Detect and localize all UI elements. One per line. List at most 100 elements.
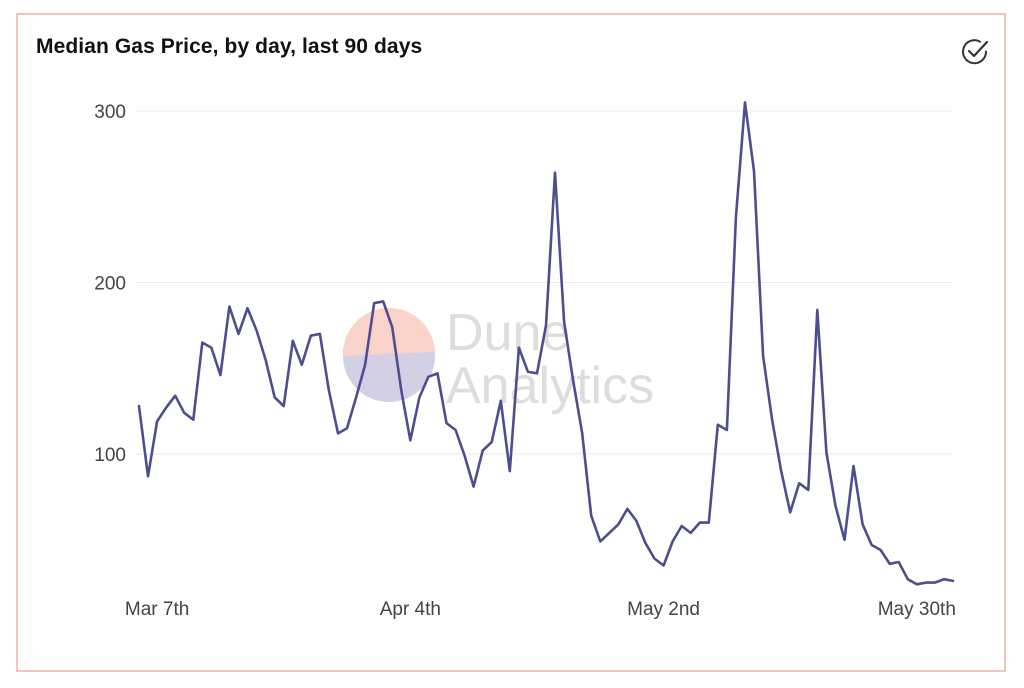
data-point[interactable] bbox=[706, 520, 712, 526]
watermark-line2: Analytics bbox=[446, 357, 654, 415]
data-point[interactable] bbox=[226, 304, 232, 310]
data-point[interactable] bbox=[860, 521, 866, 527]
watermark: Dune Analytics bbox=[342, 304, 654, 415]
data-point[interactable] bbox=[670, 538, 676, 544]
data-point[interactable] bbox=[290, 338, 296, 344]
data-point[interactable] bbox=[787, 509, 793, 515]
data-point[interactable] bbox=[380, 298, 386, 304]
data-point[interactable] bbox=[480, 448, 486, 454]
data-point[interactable] bbox=[235, 331, 241, 337]
y-tick-label: 100 bbox=[94, 445, 126, 466]
data-point[interactable] bbox=[245, 305, 251, 311]
data-point[interactable] bbox=[489, 439, 495, 445]
data-point[interactable] bbox=[534, 370, 540, 376]
data-point[interactable] bbox=[950, 578, 956, 584]
data-point[interactable] bbox=[516, 345, 522, 351]
data-point[interactable] bbox=[281, 403, 287, 409]
data-point[interactable] bbox=[335, 430, 341, 436]
data-point[interactable] bbox=[887, 561, 893, 567]
data-point[interactable] bbox=[914, 581, 920, 587]
data-point[interactable] bbox=[869, 542, 875, 548]
data-point[interactable] bbox=[462, 453, 468, 459]
data-point[interactable] bbox=[190, 417, 196, 423]
data-point[interactable] bbox=[941, 576, 947, 582]
data-point[interactable] bbox=[181, 410, 187, 416]
data-point[interactable] bbox=[615, 521, 621, 527]
data-point[interactable] bbox=[471, 484, 477, 490]
data-point[interactable] bbox=[172, 393, 178, 399]
data-point[interactable] bbox=[407, 437, 413, 443]
data-point[interactable] bbox=[344, 425, 350, 431]
check-circle-icon[interactable] bbox=[960, 37, 990, 67]
data-point[interactable] bbox=[896, 559, 902, 565]
data-point[interactable] bbox=[362, 362, 368, 368]
data-point[interactable] bbox=[742, 99, 748, 105]
chart-card: Median Gas Price, by day, last 90 days bbox=[16, 13, 1006, 672]
data-point[interactable] bbox=[697, 520, 703, 526]
data-point[interactable] bbox=[679, 523, 685, 529]
data-point[interactable] bbox=[905, 576, 911, 582]
data-point[interactable] bbox=[778, 468, 784, 474]
data-point[interactable] bbox=[552, 170, 558, 176]
watermark-line1: Dune bbox=[446, 304, 570, 362]
data-point[interactable] bbox=[317, 331, 323, 337]
data-point[interactable] bbox=[389, 324, 395, 330]
data-point[interactable] bbox=[543, 322, 549, 328]
data-point[interactable] bbox=[498, 398, 504, 404]
data-point[interactable] bbox=[688, 530, 694, 536]
data-point[interactable] bbox=[525, 369, 531, 375]
data-point[interactable] bbox=[832, 502, 838, 508]
data-point[interactable] bbox=[371, 300, 377, 306]
data-point[interactable] bbox=[588, 513, 594, 519]
data-point[interactable] bbox=[453, 427, 459, 433]
data-point[interactable] bbox=[561, 319, 567, 325]
data-point[interactable] bbox=[579, 430, 585, 436]
data-point[interactable] bbox=[624, 506, 630, 512]
data-point[interactable] bbox=[308, 333, 314, 339]
data-point[interactable] bbox=[923, 580, 929, 586]
data-point[interactable] bbox=[760, 353, 766, 359]
data-point[interactable] bbox=[724, 427, 730, 433]
data-point[interactable] bbox=[507, 468, 513, 474]
data-point[interactable] bbox=[814, 307, 820, 313]
data-point[interactable] bbox=[272, 394, 278, 400]
data-point[interactable] bbox=[733, 214, 739, 220]
data-point[interactable] bbox=[353, 394, 359, 400]
data-point[interactable] bbox=[199, 340, 205, 346]
data-point[interactable] bbox=[606, 530, 612, 536]
data-point[interactable] bbox=[154, 418, 160, 424]
data-point[interactable] bbox=[841, 537, 847, 543]
data-point[interactable] bbox=[254, 328, 260, 334]
data-point[interactable] bbox=[416, 394, 422, 400]
data-point[interactable] bbox=[796, 480, 802, 486]
data-point[interactable] bbox=[434, 370, 440, 376]
data-point[interactable] bbox=[751, 168, 757, 174]
data-point[interactable] bbox=[163, 405, 169, 411]
data-point[interactable] bbox=[652, 556, 658, 562]
data-point[interactable] bbox=[597, 538, 603, 544]
data-point[interactable] bbox=[263, 357, 269, 363]
data-point[interactable] bbox=[217, 372, 223, 378]
data-point[interactable] bbox=[299, 362, 305, 368]
data-point[interactable] bbox=[805, 487, 811, 493]
data-point[interactable] bbox=[715, 422, 721, 428]
data-point[interactable] bbox=[208, 345, 214, 351]
data-point[interactable] bbox=[932, 580, 938, 586]
series-layer bbox=[136, 99, 956, 587]
data-point[interactable] bbox=[425, 374, 431, 380]
data-point[interactable] bbox=[136, 403, 142, 409]
data-point[interactable] bbox=[661, 562, 667, 568]
data-point[interactable] bbox=[145, 473, 151, 479]
data-point[interactable] bbox=[633, 518, 639, 524]
data-point[interactable] bbox=[326, 388, 332, 394]
data-point[interactable] bbox=[642, 540, 648, 546]
data-point[interactable] bbox=[851, 463, 857, 469]
data-point[interactable] bbox=[769, 417, 775, 423]
data-point[interactable] bbox=[398, 388, 404, 394]
data-point[interactable] bbox=[444, 420, 450, 426]
data-point[interactable] bbox=[878, 547, 884, 553]
data-point[interactable] bbox=[570, 377, 576, 383]
data-point[interactable] bbox=[823, 449, 829, 455]
chart-title: Median Gas Price, by day, last 90 days bbox=[36, 35, 423, 58]
